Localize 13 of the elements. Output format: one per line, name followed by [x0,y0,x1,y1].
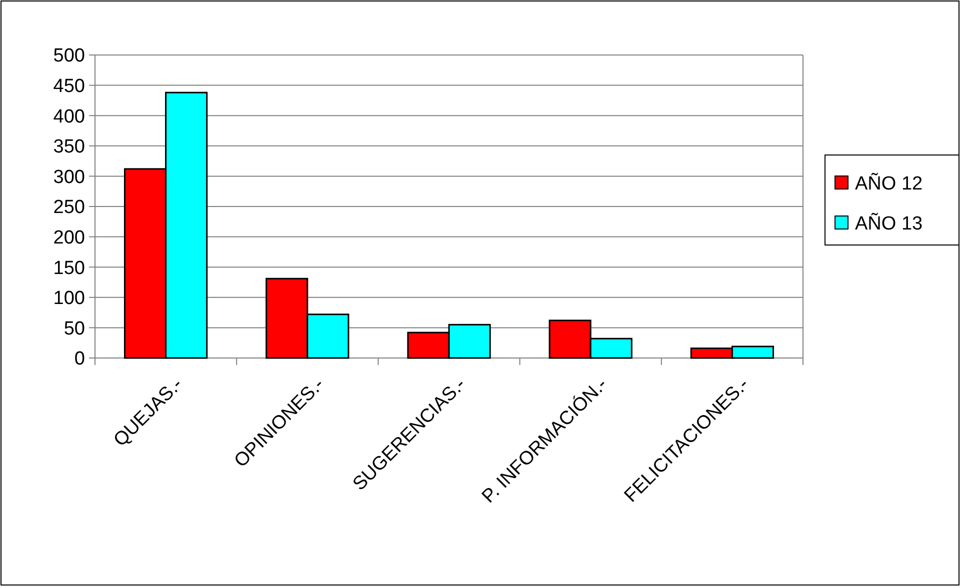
y-tick-label: 500 [53,46,85,67]
y-tick-label: 200 [53,227,85,248]
y-tick-label: 150 [53,258,85,279]
y-tick-label: 350 [53,136,85,158]
y-tick-label: 0 [74,348,85,370]
y-tick-label: 250 [53,197,85,218]
legend-label: AÑO 13 [855,212,923,235]
y-tick-label: 50 [64,318,85,340]
y-tick-label: 400 [53,106,85,128]
y-tick-label: 100 [53,288,85,310]
y-tick-label: 450 [53,76,85,97]
legend-label: AÑO 12 [855,172,923,195]
y-tick-label: 300 [53,166,85,188]
